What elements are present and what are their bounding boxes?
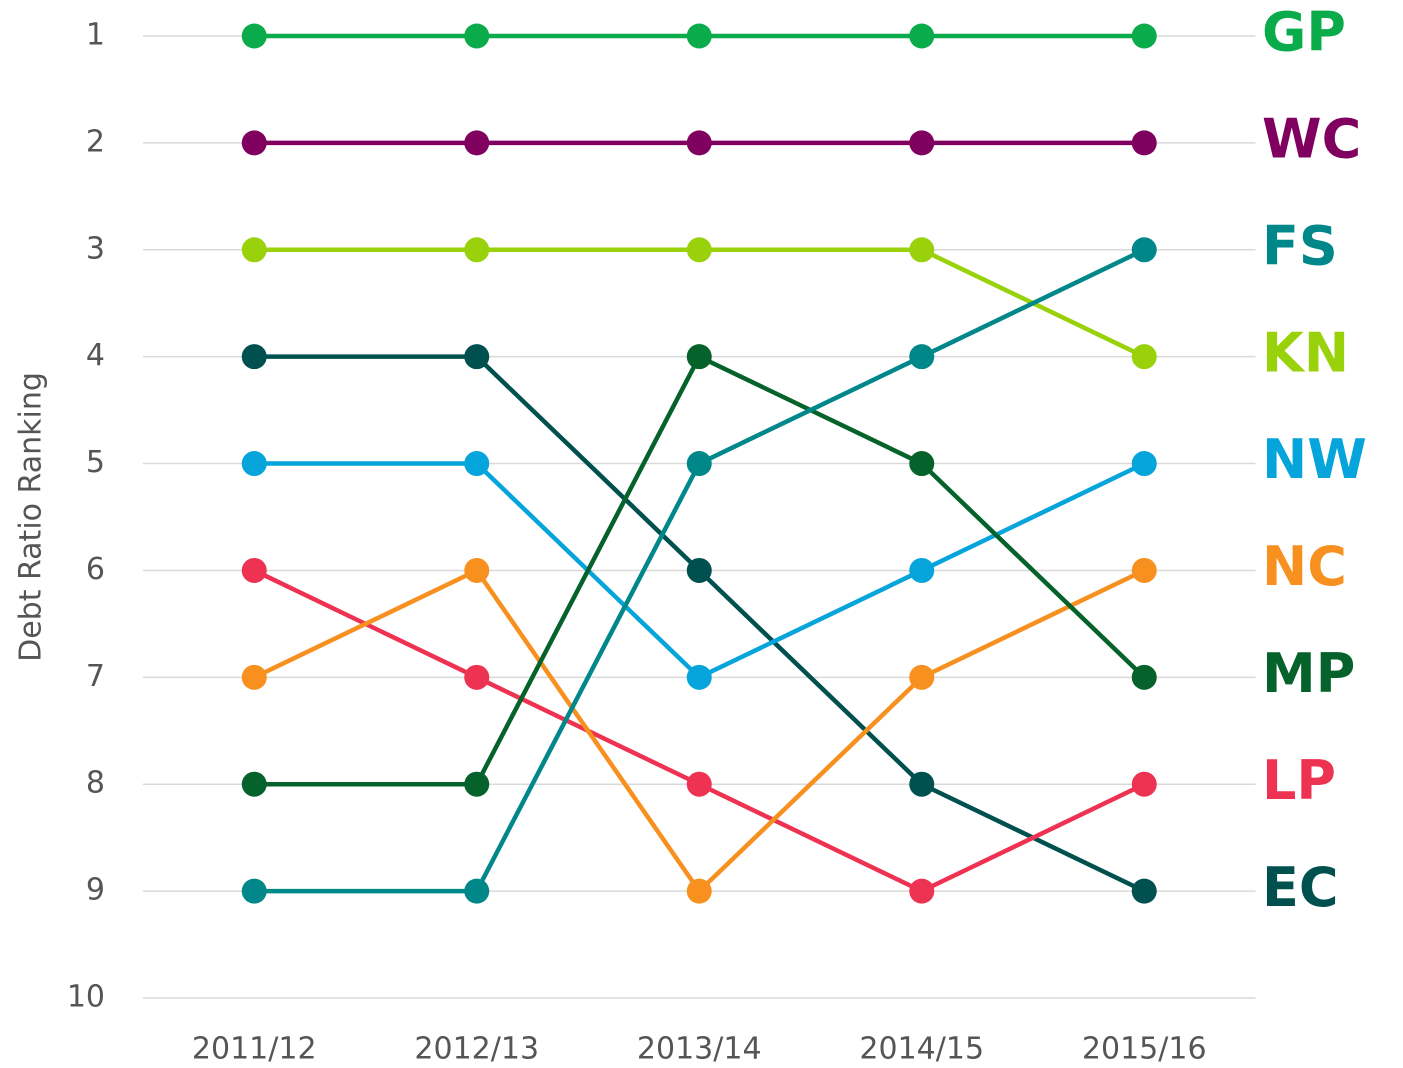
- x-tick-label: 2013/14: [637, 1032, 762, 1067]
- series-label: WC: [1262, 108, 1361, 171]
- point: [909, 557, 935, 583]
- point: [241, 344, 267, 370]
- series-label: FS: [1262, 214, 1338, 277]
- point: [909, 878, 935, 904]
- point: [1131, 878, 1157, 904]
- point: [686, 878, 712, 904]
- point: [241, 771, 267, 797]
- point: [241, 237, 267, 263]
- point: [241, 557, 267, 583]
- point: [686, 130, 712, 156]
- point: [464, 237, 490, 263]
- point: [909, 130, 935, 156]
- series-label: NW: [1262, 428, 1367, 491]
- series-line: [253, 567, 1146, 895]
- point: [686, 557, 712, 583]
- point: [909, 664, 935, 690]
- point: [686, 23, 712, 49]
- point: [241, 130, 267, 156]
- y-tick-label: 4: [86, 338, 105, 373]
- series-label: LP: [1262, 749, 1336, 812]
- point: [464, 23, 490, 49]
- point: [909, 344, 935, 370]
- series-label: EC: [1262, 856, 1339, 919]
- point: [909, 771, 935, 797]
- point: [1131, 237, 1157, 263]
- y-tick-label: 10: [67, 980, 105, 1015]
- point: [464, 771, 490, 797]
- point: [464, 557, 490, 583]
- x-tick-label: 2012/13: [414, 1032, 539, 1067]
- point: [464, 664, 490, 690]
- point: [241, 23, 267, 49]
- point: [1131, 771, 1157, 797]
- y-tick-label: 2: [86, 124, 105, 159]
- series-label: KN: [1262, 321, 1349, 384]
- point: [1131, 344, 1157, 370]
- series-label: MP: [1262, 642, 1355, 705]
- point: [241, 878, 267, 904]
- series-line: [254, 354, 1146, 894]
- point: [909, 237, 935, 263]
- y-tick-label: 5: [86, 445, 105, 480]
- point: [1131, 451, 1157, 477]
- point: [241, 451, 267, 477]
- y-tick-label: 6: [86, 552, 105, 587]
- point: [1131, 23, 1157, 49]
- point: [464, 878, 490, 904]
- point: [464, 451, 490, 477]
- point: [1131, 130, 1157, 156]
- series-label: GP: [1262, 1, 1346, 64]
- series-line: [253, 568, 1146, 894]
- point: [241, 664, 267, 690]
- x-tick-label: 2015/16: [1082, 1032, 1207, 1067]
- point: [686, 237, 712, 263]
- point: [1131, 557, 1157, 583]
- y-tick-label: 8: [86, 766, 105, 801]
- y-tick-label: 3: [86, 231, 105, 266]
- point: [464, 130, 490, 156]
- y-tick-label: 7: [86, 659, 105, 694]
- point: [1131, 664, 1157, 690]
- point: [686, 771, 712, 797]
- point: [464, 344, 490, 370]
- point: [686, 451, 712, 477]
- y-tick-label: 1: [86, 18, 105, 53]
- series-line: [254, 247, 1146, 359]
- y-axis-label: Debt Ratio Ranking: [14, 372, 49, 662]
- y-tick-label: 9: [86, 873, 105, 908]
- series-label: NC: [1262, 535, 1347, 598]
- x-tick-label: 2014/15: [859, 1032, 984, 1067]
- point: [909, 23, 935, 49]
- point: [686, 664, 712, 690]
- point: [909, 451, 935, 477]
- x-tick-label: 2011/12: [192, 1032, 317, 1067]
- point: [686, 344, 712, 370]
